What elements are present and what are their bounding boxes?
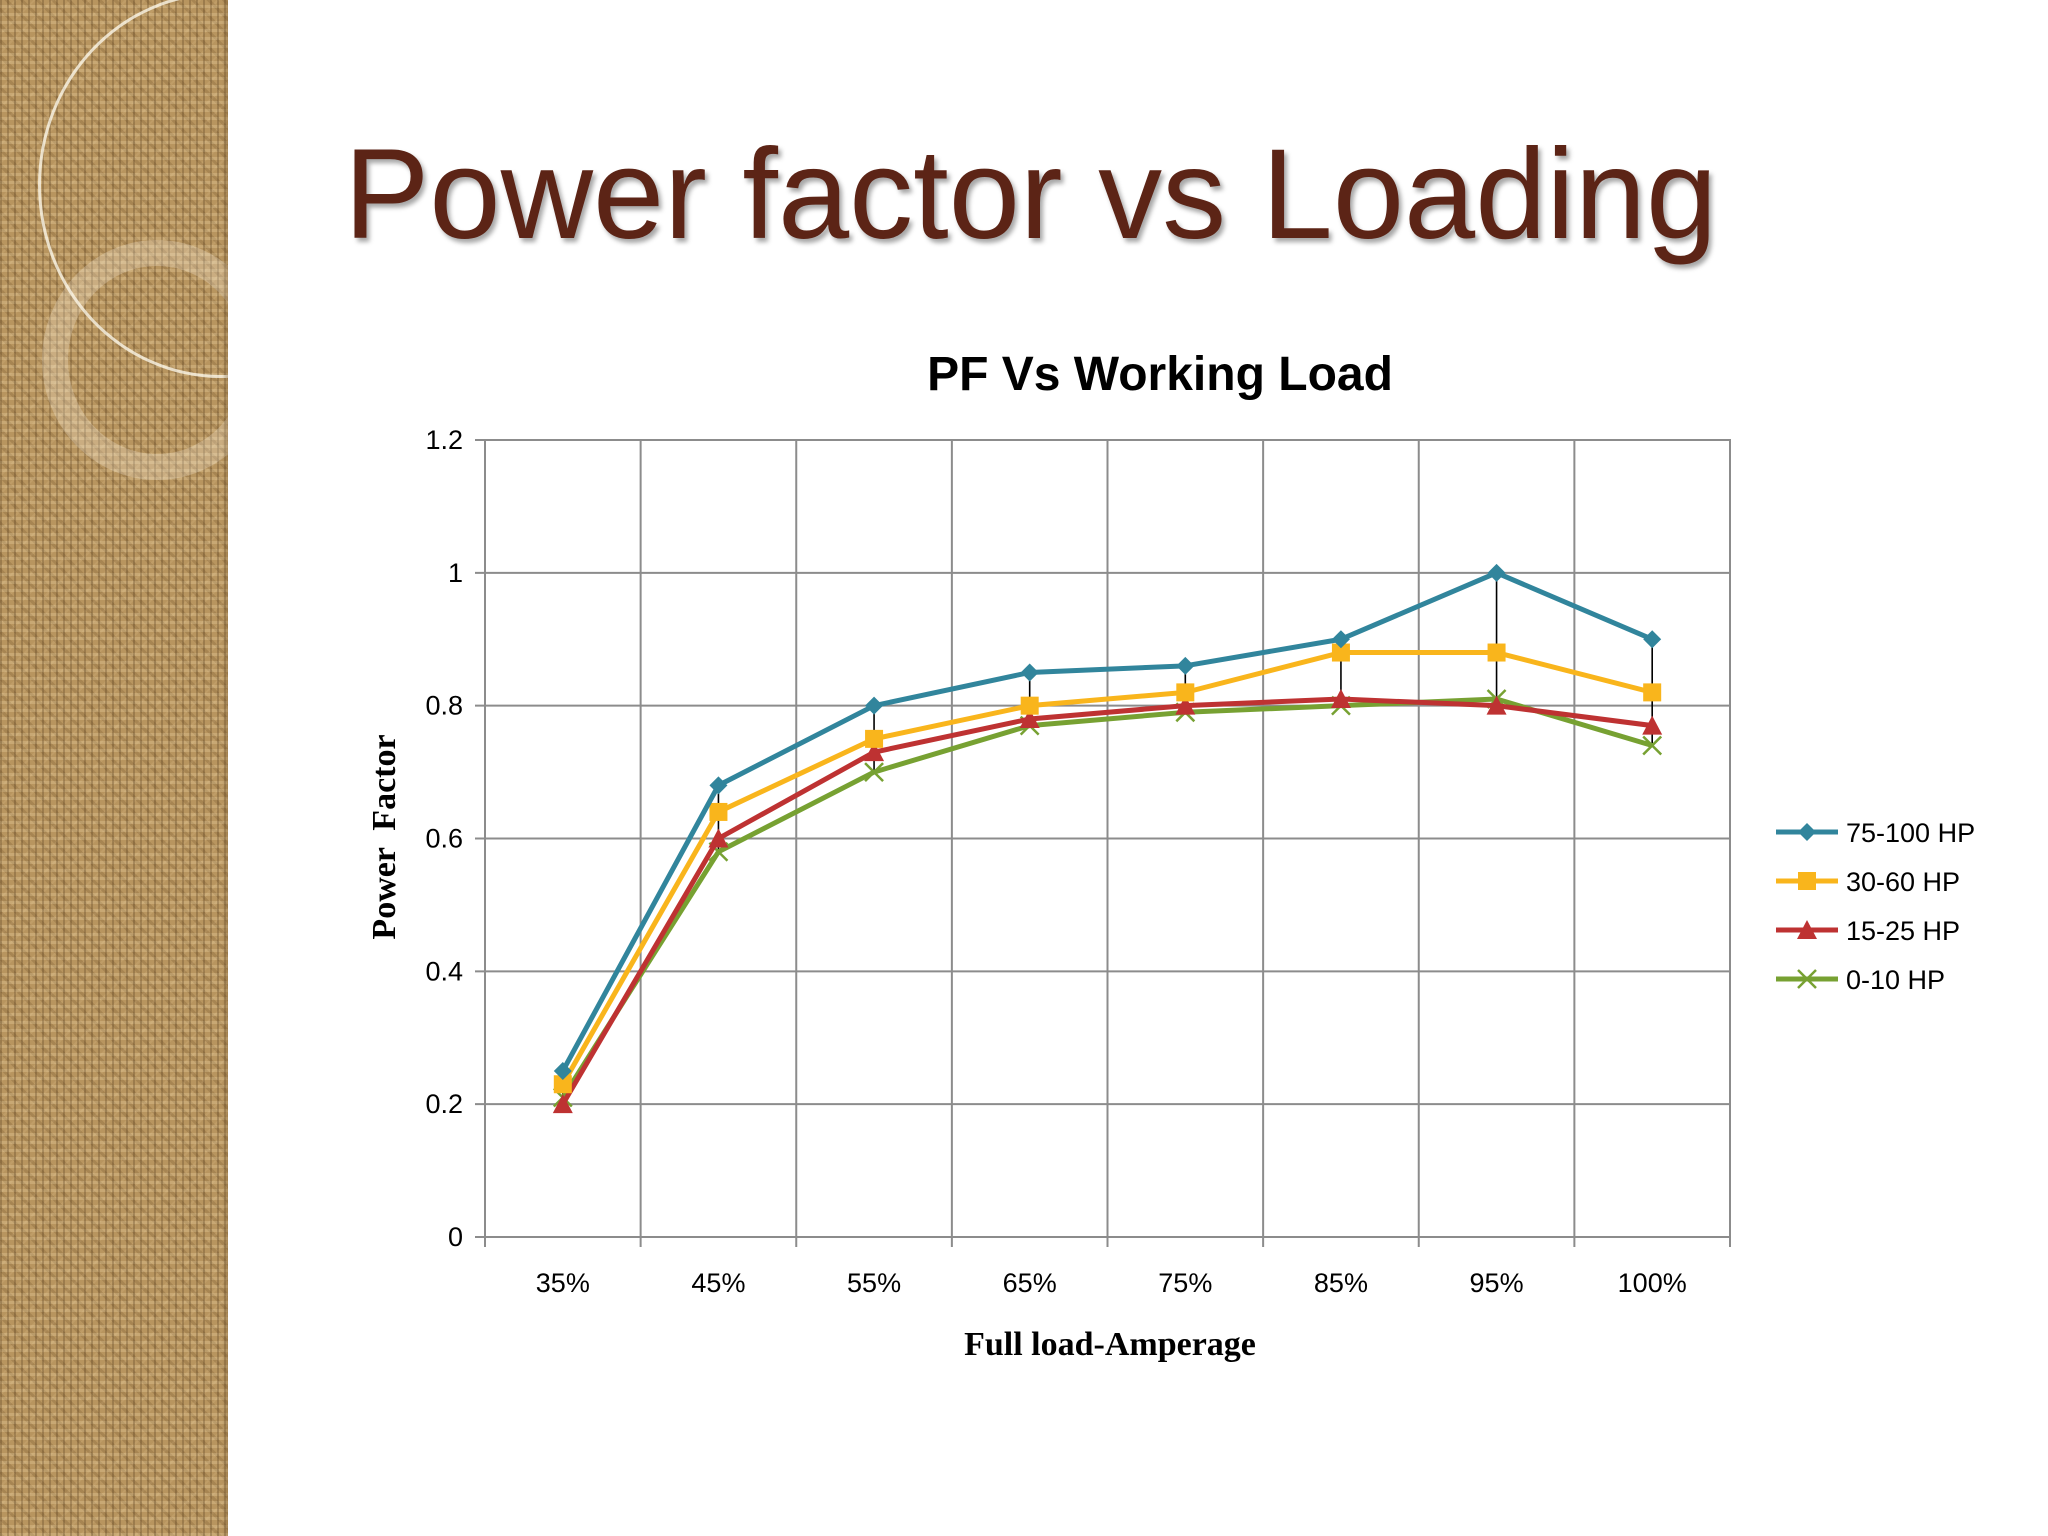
- x-marker-stroke: [864, 762, 884, 782]
- series-line: [560, 650, 1653, 1086]
- x-marker: [1642, 735, 1663, 756]
- triangle-marker: [1019, 708, 1040, 728]
- y-tick-label: 0.6: [425, 824, 463, 854]
- x-marker: [864, 762, 884, 782]
- burlap-sidebar: [0, 0, 228, 1536]
- axis-ticks: 0 0.2 0.4 0.6 0.8 1 1.2 35% 45% 55% 65% 75% 85% 95% 10…: [425, 425, 1686, 1298]
- y-tick-label: 0.4: [425, 956, 463, 986]
- triangle-marker: [1797, 920, 1817, 939]
- square-marker: [709, 802, 728, 821]
- diamond-marker: [1176, 656, 1195, 675]
- x-tick-label: 55%: [847, 1268, 901, 1298]
- x-tick-label: 95%: [1470, 1268, 1524, 1298]
- y-axis-title: Power Factor: [366, 734, 403, 939]
- chart-title: PF Vs Working Load: [927, 348, 1393, 401]
- square-marker: [1020, 696, 1039, 715]
- x-marker-stroke: [1797, 969, 1817, 989]
- legend-item: 15-25 HP: [1776, 916, 1960, 946]
- triangle-marker: [864, 742, 885, 762]
- diamond-marker: [1331, 630, 1350, 649]
- chart-legend: 75-100 HP 30-60 HP 15-25 HP 0-10 HP: [1776, 818, 1975, 995]
- y-tick-label: 0: [448, 1222, 463, 1252]
- series-line: [560, 696, 1653, 1106]
- triangle-marker: [552, 1094, 573, 1114]
- triangle-marker: [1175, 695, 1196, 715]
- diamond-marker: [865, 696, 884, 715]
- triangle-marker: [1330, 689, 1351, 709]
- x-tick-label: 35%: [536, 1268, 590, 1298]
- y-tick-label: 1.2: [425, 425, 463, 455]
- y-tick-label: 1: [448, 558, 463, 588]
- diamond-marker: [1643, 630, 1662, 649]
- y-tick-label: 0.8: [425, 691, 463, 721]
- x-tick-label: 75%: [1158, 1268, 1212, 1298]
- triangle-marker: [708, 828, 729, 848]
- square-marker: [865, 729, 884, 748]
- chart-gridlines: [475, 439, 1731, 1247]
- square-marker: [1798, 872, 1816, 890]
- legend-item: 30-60 HP: [1776, 867, 1960, 897]
- series-line: [560, 696, 1653, 1099]
- square-marker: [1643, 683, 1662, 702]
- triangle-marker: [1642, 715, 1663, 735]
- diamond-marker: [1487, 563, 1506, 582]
- diamond-marker: [709, 776, 728, 795]
- triangle-marker: [1486, 695, 1507, 715]
- x-tick-label: 65%: [1003, 1268, 1057, 1298]
- x-tick-label: 85%: [1314, 1268, 1368, 1298]
- diamond-marker: [1020, 663, 1039, 682]
- square-marker: [1487, 643, 1506, 662]
- square-marker: [1331, 643, 1350, 662]
- legend-label: 30-60 HP: [1846, 867, 1960, 897]
- square-marker: [1176, 683, 1195, 702]
- square-marker: [553, 1075, 572, 1094]
- slide-title: Power factor vs Loading: [344, 123, 1718, 266]
- legend-item: 75-100 HP: [1776, 818, 1975, 848]
- x-tick-label: 100%: [1618, 1268, 1687, 1298]
- x-marker-stroke: [1642, 735, 1663, 756]
- diamond-marker: [1798, 823, 1816, 841]
- legend-item: 0-10 HP: [1776, 965, 1945, 995]
- legend-label: 0-10 HP: [1846, 965, 1945, 995]
- legend-label: 75-100 HP: [1846, 818, 1975, 848]
- x-tick-label: 45%: [691, 1268, 745, 1298]
- x-marker: [1797, 969, 1817, 989]
- y-tick-label: 0.2: [425, 1089, 463, 1119]
- diamond-marker: [553, 1061, 572, 1080]
- legend-label: 15-25 HP: [1846, 916, 1960, 946]
- series-line: [560, 570, 1654, 1073]
- chart-series: [552, 563, 1663, 1114]
- x-axis-title: Full load-Amperage: [964, 1326, 1256, 1363]
